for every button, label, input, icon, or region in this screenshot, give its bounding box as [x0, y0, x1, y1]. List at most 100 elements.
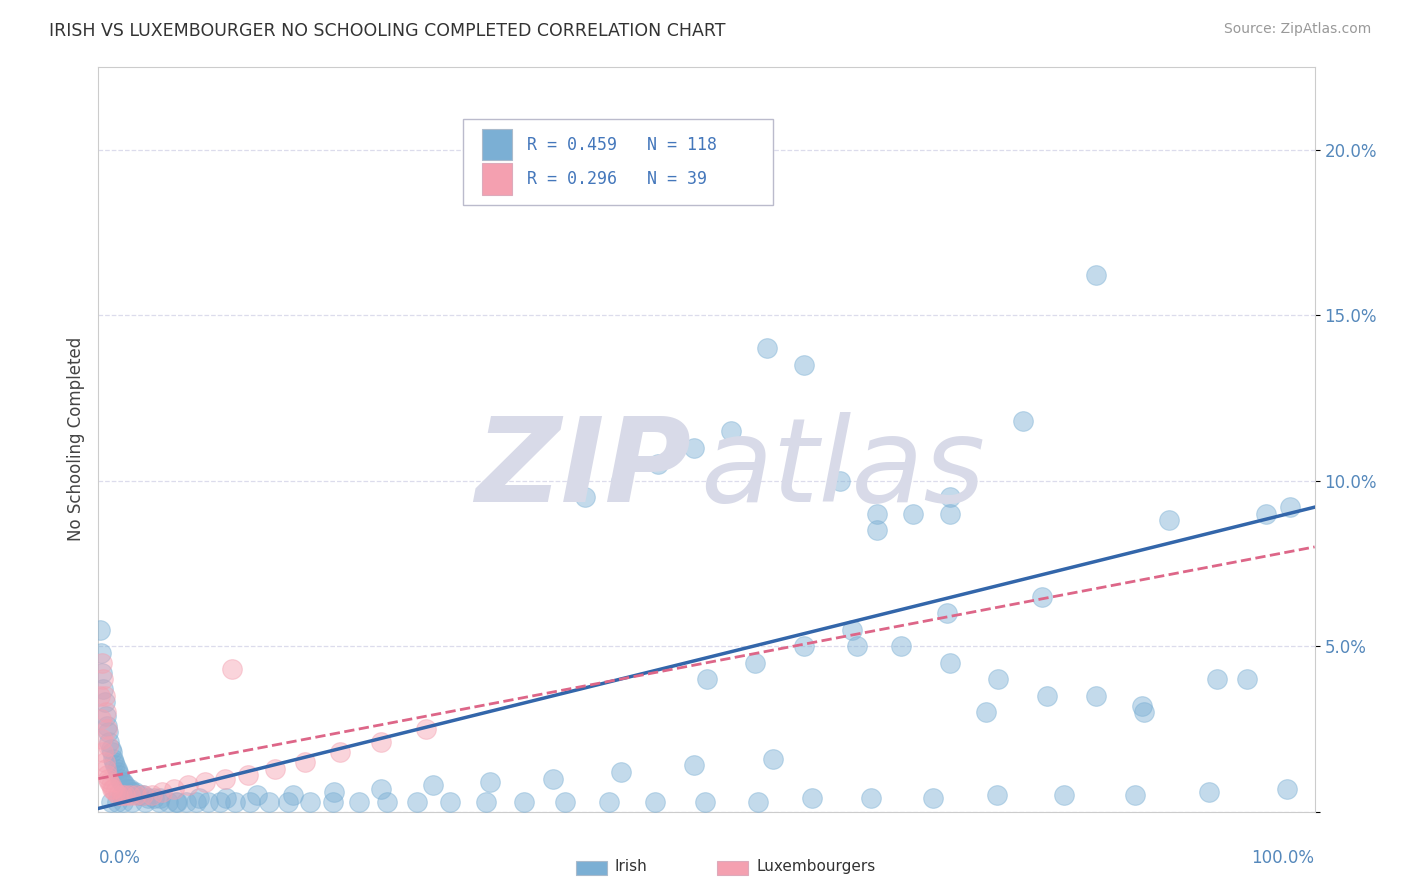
Point: [974, 706, 997, 720]
Point: [1254, 507, 1277, 521]
Point: [91, 731, 114, 746]
Bar: [481, 163, 512, 194]
Point: [859, 791, 882, 805]
Point: [610, 474, 633, 488]
Point: [174, 795, 197, 809]
Point: [94, 708, 117, 723]
Point: [221, 662, 243, 676]
Point: [1084, 689, 1107, 703]
Point: [91, 656, 114, 670]
Point: [475, 795, 498, 809]
Point: [1275, 781, 1298, 796]
Point: [439, 795, 461, 809]
Point: [97, 725, 120, 739]
Point: [103, 755, 125, 769]
Point: [1279, 500, 1302, 515]
Point: [1053, 788, 1076, 802]
Point: [1011, 414, 1033, 428]
Point: [90, 712, 112, 726]
Point: [762, 752, 785, 766]
Point: [114, 778, 136, 792]
Text: R = 0.296   N = 39: R = 0.296 N = 39: [526, 170, 707, 188]
Text: R = 0.459   N = 118: R = 0.459 N = 118: [526, 136, 717, 153]
Point: [101, 781, 124, 796]
Point: [177, 778, 200, 792]
Point: [110, 772, 132, 786]
Point: [114, 788, 136, 802]
Text: ZIP: ZIP: [475, 411, 690, 526]
Point: [939, 507, 962, 521]
Point: [149, 791, 172, 805]
Point: [866, 524, 889, 538]
Bar: [481, 129, 512, 161]
Point: [793, 639, 815, 653]
Point: [554, 795, 576, 809]
Point: [94, 706, 117, 720]
Text: Irish: Irish: [614, 859, 647, 873]
Point: [695, 795, 717, 809]
Point: [986, 788, 1008, 802]
Point: [747, 795, 769, 809]
Point: [1206, 673, 1229, 687]
Text: 0.0%: 0.0%: [98, 849, 141, 867]
Point: [108, 768, 131, 782]
Point: [93, 755, 115, 769]
Point: [91, 682, 114, 697]
Point: [132, 788, 155, 802]
Point: [647, 457, 669, 471]
Point: [866, 507, 889, 521]
Point: [299, 795, 322, 809]
Point: [830, 474, 852, 488]
Point: [118, 781, 141, 796]
Point: [574, 490, 596, 504]
Point: [263, 762, 285, 776]
Point: [98, 735, 121, 749]
Point: [105, 762, 128, 776]
Point: [841, 623, 863, 637]
Point: [543, 772, 565, 786]
Point: [165, 795, 187, 809]
Point: [124, 785, 146, 799]
Point: [96, 768, 118, 782]
Point: [939, 656, 962, 670]
Point: [987, 673, 1010, 687]
Point: [134, 795, 156, 809]
Point: [105, 795, 128, 809]
Point: [224, 795, 246, 809]
Point: [683, 758, 706, 772]
Point: [166, 795, 188, 809]
Point: [121, 785, 143, 799]
Point: [1130, 698, 1153, 713]
Point: [683, 441, 706, 455]
Point: [91, 673, 114, 687]
Point: [214, 772, 236, 786]
Point: [1236, 673, 1258, 687]
Point: [111, 795, 134, 809]
Point: [323, 785, 346, 799]
Point: [245, 788, 267, 802]
Point: [163, 781, 186, 796]
Point: [98, 775, 121, 789]
Point: [209, 795, 232, 809]
Point: [294, 755, 316, 769]
Point: [422, 778, 444, 792]
Point: [347, 795, 370, 809]
Point: [128, 788, 150, 802]
Point: [136, 791, 159, 805]
Point: [415, 722, 437, 736]
Point: [97, 772, 120, 786]
Point: [277, 795, 299, 809]
Point: [125, 788, 148, 802]
Point: [188, 791, 211, 805]
Point: [94, 762, 117, 776]
Point: [96, 722, 118, 736]
Point: [117, 781, 139, 796]
Point: [110, 775, 132, 789]
Point: [1133, 706, 1156, 720]
Point: [100, 778, 122, 792]
Point: [322, 795, 344, 809]
Point: [100, 741, 122, 756]
Point: [101, 781, 124, 796]
Point: [104, 785, 127, 799]
Point: [107, 788, 129, 802]
